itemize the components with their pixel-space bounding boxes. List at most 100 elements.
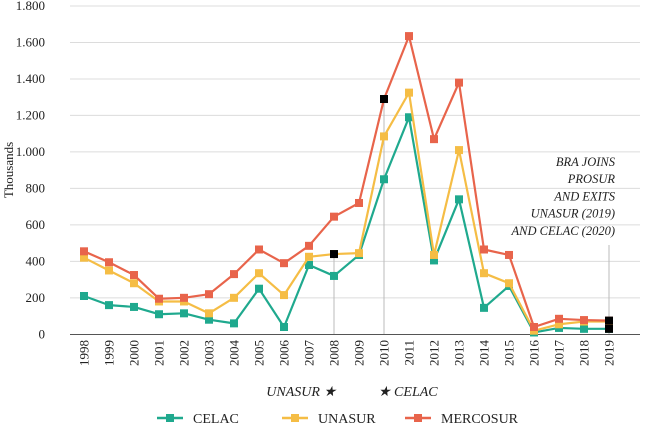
x-tick-label: 2009 (352, 340, 367, 366)
data-point (130, 271, 138, 280)
data-point (105, 258, 113, 267)
data-point (380, 132, 388, 141)
data-point (480, 245, 488, 254)
series-lines (80, 32, 613, 337)
legend-item-unasur: UNASUR (282, 412, 376, 424)
data-point (130, 302, 138, 311)
data-point (180, 309, 188, 318)
data-point (255, 245, 263, 254)
y-axis-label: Thousands (1, 142, 16, 198)
data-point (355, 198, 363, 207)
data-point (555, 314, 563, 323)
data-point (230, 293, 238, 302)
x-tick-labels: 1998 1999 2000 2001 2002 2003 2004 2005 2006 2007… (77, 340, 617, 367)
x-tick-label: 2014 (477, 340, 492, 367)
data-point (455, 78, 463, 87)
data-point (430, 135, 438, 144)
legend-item-mercosur: MERCOSUR (405, 412, 519, 424)
data-point (80, 291, 88, 300)
event-marker (605, 316, 613, 325)
x-tick-label: 2002 (177, 340, 192, 366)
annotation-line: PROSUR (567, 172, 616, 186)
data-point (155, 294, 163, 303)
data-point (330, 271, 338, 280)
data-point (480, 303, 488, 312)
gridlines (70, 5, 640, 299)
data-point (105, 266, 113, 275)
data-point (305, 260, 313, 269)
y-tick-label: 1.000 (16, 144, 45, 159)
data-point (130, 279, 138, 288)
x-tick-label: 2005 (252, 340, 267, 366)
x-tick-label: 2000 (127, 340, 142, 366)
legend-marker (166, 414, 174, 422)
data-point (405, 88, 413, 97)
data-point (230, 270, 238, 279)
data-point (580, 316, 588, 325)
legend-item-celac: CELAC (157, 412, 239, 424)
x-tick-label: 2015 (502, 340, 517, 366)
x-tick-label: 2004 (227, 340, 242, 367)
y-tick-label: 200 (26, 290, 46, 305)
x-tick-label: 2007 (302, 340, 317, 367)
data-point (455, 146, 463, 155)
event-marker (605, 324, 613, 333)
series-mercosur (80, 32, 613, 332)
data-point (380, 175, 388, 184)
data-point (430, 256, 438, 265)
series-line (83, 34, 610, 329)
legend-marker (291, 414, 299, 422)
event-marker (330, 250, 338, 259)
data-point (255, 269, 263, 278)
event-label-celac: ★ CELAC (378, 385, 438, 400)
annotation-line: BRA JOINS (556, 155, 616, 169)
annotation-line: AND CELAC (2020) (511, 224, 615, 238)
data-point (155, 310, 163, 319)
data-point (555, 320, 563, 329)
x-tick-label: 2011 (402, 340, 417, 366)
y-tick-label: 400 (26, 253, 46, 268)
data-point (280, 291, 288, 300)
annotation: BRA JOINS PROSUR AND EXITS UNASUR (2019) AND… (511, 155, 616, 238)
data-point (580, 324, 588, 333)
data-point (180, 293, 188, 302)
data-point (280, 259, 288, 268)
y-tick-labels: 0 200 400 600 800 1.000 1.200 1.400 1.600 1.800 (16, 0, 45, 341)
x-tick-label: 2016 (527, 340, 542, 367)
x-tick-label: 1999 (102, 340, 117, 366)
series-line (83, 91, 609, 332)
data-point (430, 250, 438, 259)
data-point (505, 250, 513, 259)
x-tick-label: 2003 (202, 340, 217, 366)
x-tick-label: 2019 (602, 340, 617, 366)
x-tick-label: 2006 (277, 340, 292, 367)
event-label-unasur: UNASUR ★ (266, 385, 337, 400)
data-point (480, 269, 488, 278)
x-tick-label: 2013 (452, 340, 467, 366)
legend-label: MERCOSUR (441, 412, 519, 424)
data-point (405, 113, 413, 122)
legend-label: CELAC (193, 412, 239, 424)
data-point (205, 309, 213, 318)
event-marker (380, 95, 388, 104)
y-tick-label: 1.400 (16, 71, 45, 86)
x-tick-label: 2001 (152, 340, 167, 366)
x-tick-label: 2008 (327, 340, 342, 366)
x-tick-label: 2017 (552, 340, 567, 367)
data-point (205, 315, 213, 324)
data-point (355, 249, 363, 258)
data-point (305, 241, 313, 250)
data-point (530, 323, 538, 332)
event-markers (330, 95, 613, 333)
data-point (230, 319, 238, 328)
data-point (80, 253, 88, 262)
x-tick-label: 2010 (377, 340, 392, 366)
annotation-line: AND EXITS (553, 189, 616, 203)
x-tick-label: 1998 (77, 340, 92, 366)
data-point (455, 195, 463, 204)
legend-marker (414, 414, 422, 422)
y-tick-label: 1.200 (16, 107, 45, 122)
data-point (255, 284, 263, 293)
x-tick-label: 2012 (427, 340, 442, 366)
